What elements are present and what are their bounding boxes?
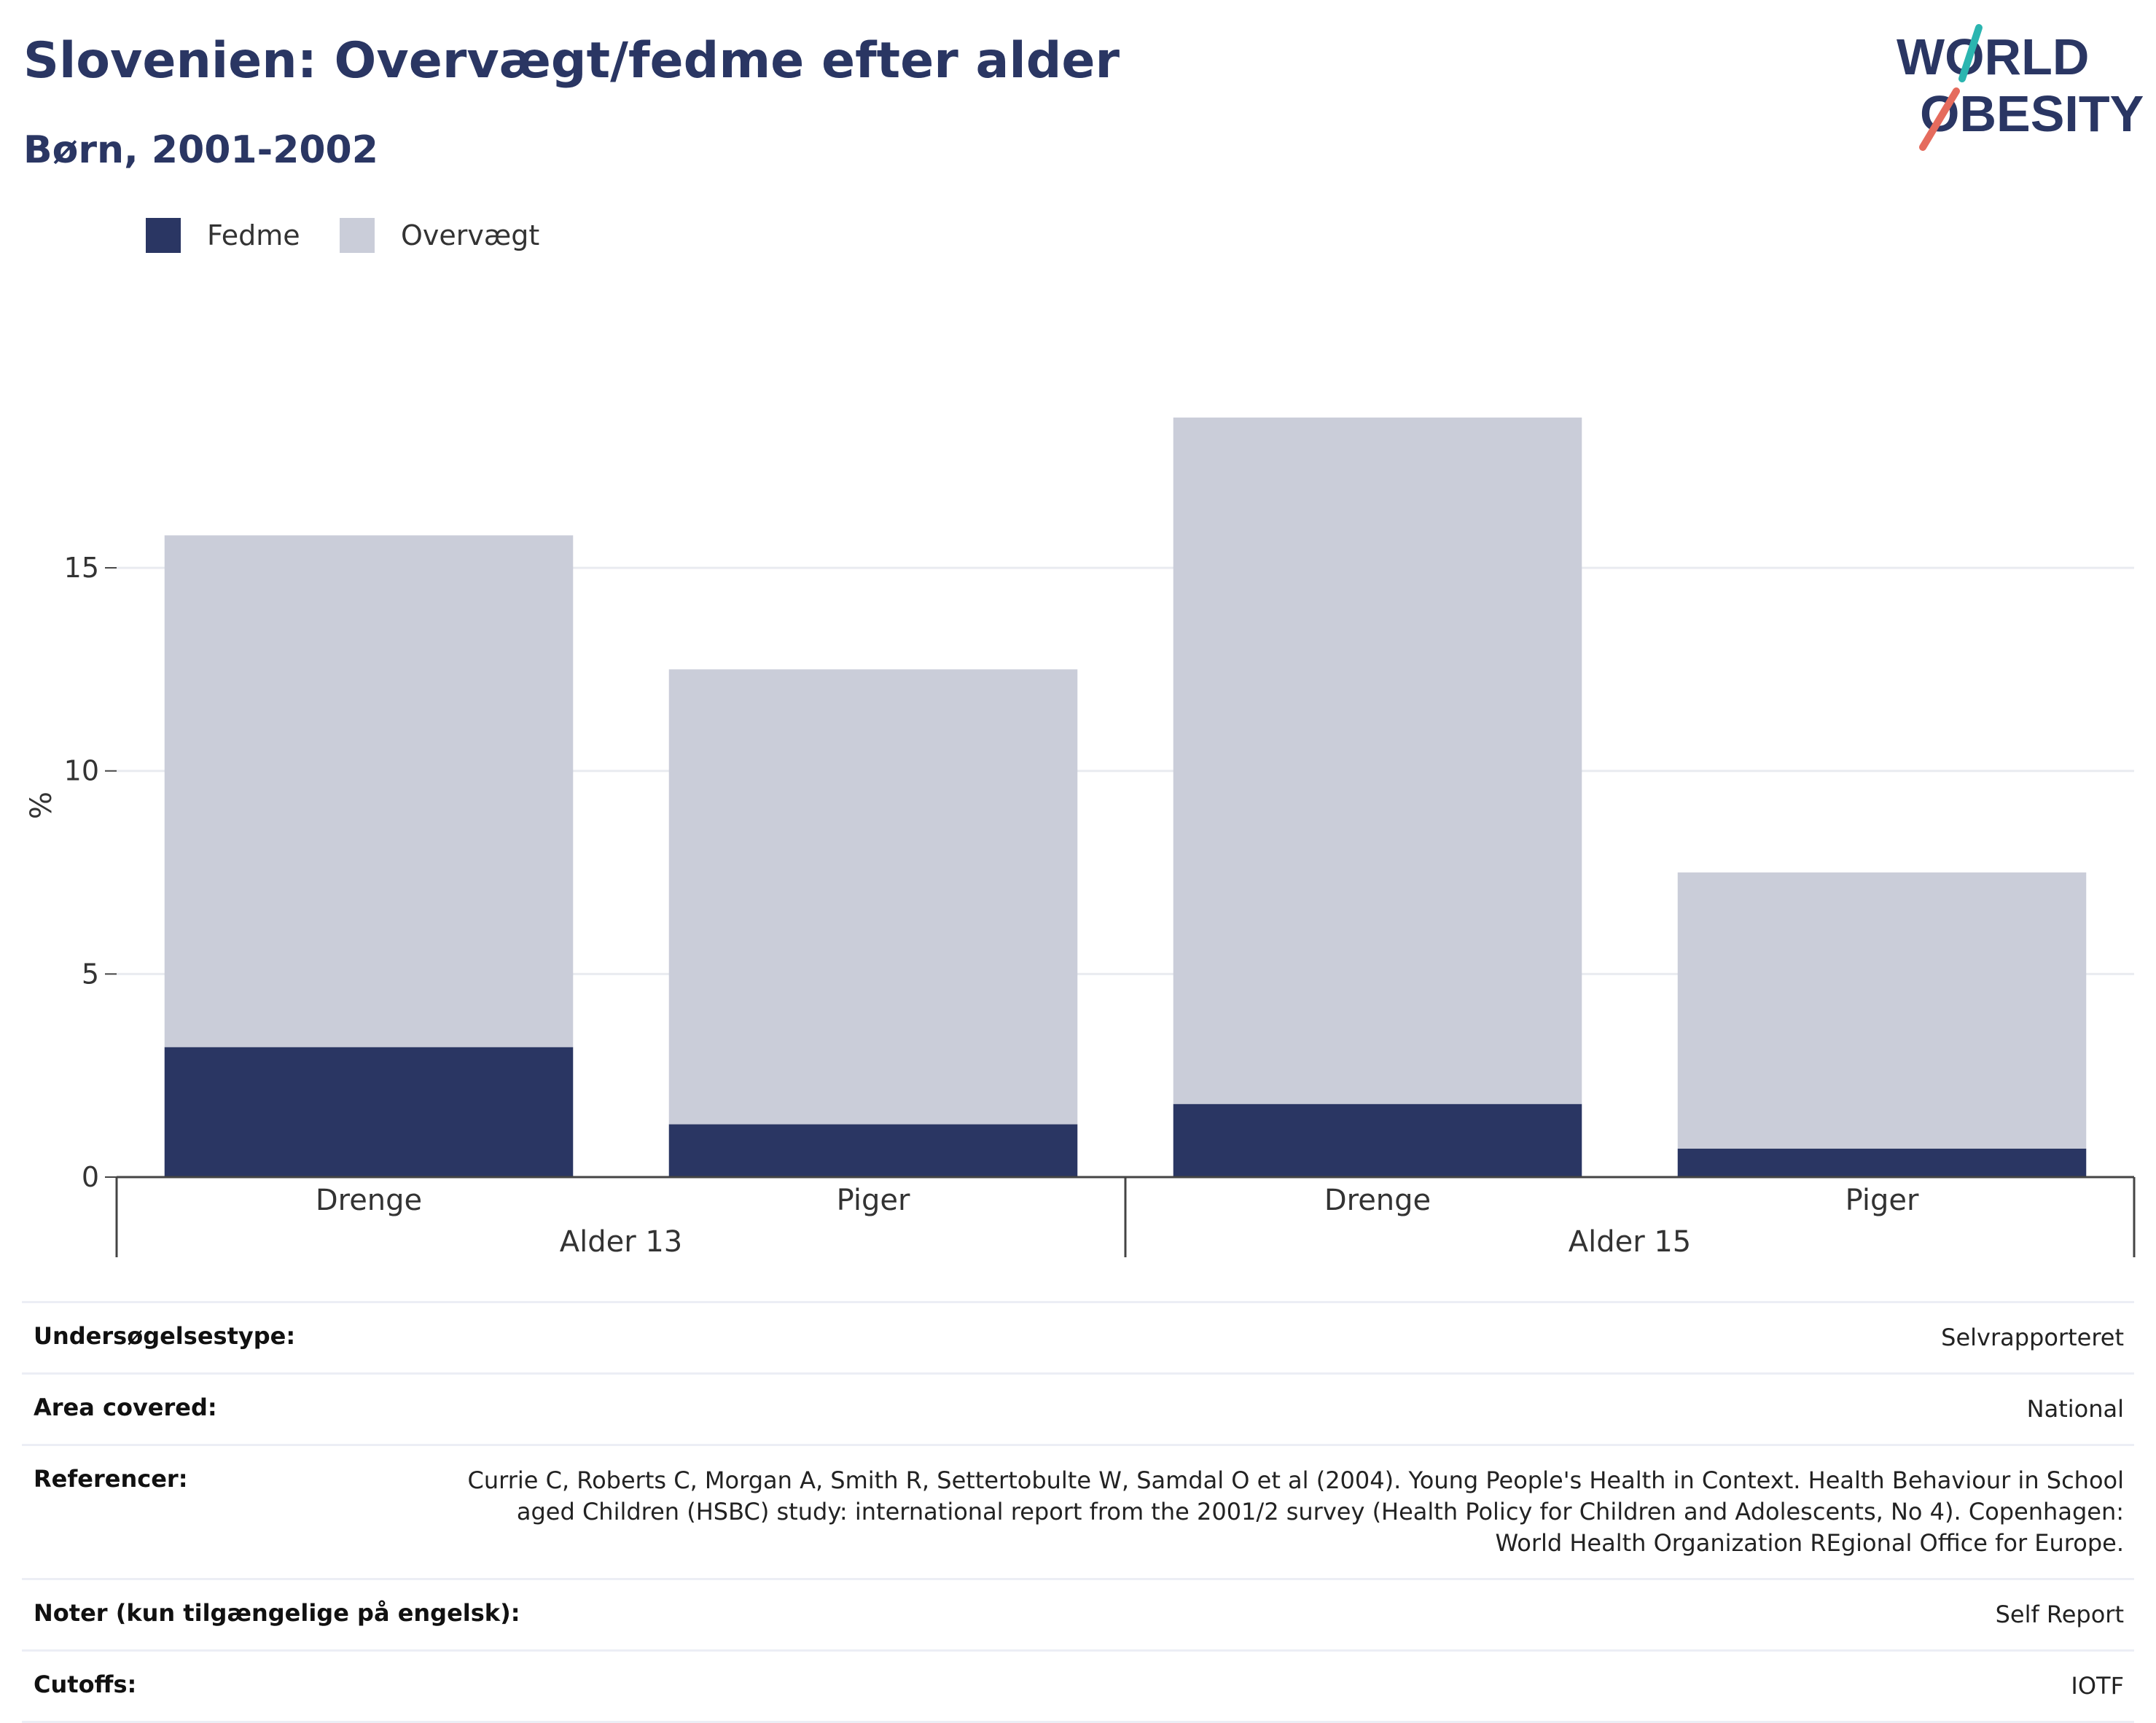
legend-item-overvaegt[interactable]: Overvægt — [340, 217, 539, 254]
info-value: National — [2026, 1395, 2124, 1423]
y-tick-label: 10 — [64, 755, 99, 787]
bar-chart: 0 5 10 15% Drenge Piger Drenge Piger Alder 13 Ald… — [25, 417, 2136, 1259]
info-value: IOTF — [2071, 1672, 2124, 1700]
info-row: Noter (kun tilgængelige på engelsk): Sel… — [22, 1578, 2134, 1649]
bar-overvgt — [164, 535, 574, 1047]
page-title: Slovenien: Overvægt/fedme efter alder — [23, 32, 1120, 90]
world-obesity-logo: WORLD OBESITY — [1897, 24, 2143, 151]
x-tick-label: Piger — [1846, 1184, 1919, 1217]
info-row: Area covered: National — [22, 1372, 2134, 1444]
x-tick-label: Piger — [837, 1184, 910, 1217]
y-tick-label: 15 — [64, 552, 99, 584]
page-subtitle: Børn, 2001-2002 — [23, 128, 378, 172]
legend-swatch-fedme — [146, 218, 181, 253]
bar-overvgt — [1173, 417, 1582, 1104]
bar-overvgt — [1677, 872, 2087, 1149]
x-tick-label: Drenge — [316, 1184, 422, 1217]
info-table: Undersøgelsestype: Selvrapporteret Area … — [22, 1301, 2134, 1723]
info-value: Currie C, Roberts C, Morgan A, Smith R, … — [467, 1466, 2124, 1557]
bar-fedme — [668, 1124, 1078, 1177]
info-label: Noter (kun tilgængelige på engelsk): — [34, 1599, 520, 1627]
info-row: Referencer: Currie C, Roberts C, Morgan … — [22, 1444, 2134, 1578]
x-group-label: Alder 15 — [1569, 1225, 1692, 1259]
y-tick-label: 0 — [82, 1161, 99, 1193]
bar-fedme — [1173, 1103, 1582, 1177]
info-row: Undersøgelsestype: Selvrapporteret — [22, 1301, 2134, 1372]
legend-label-overvaegt: Overvægt — [401, 219, 540, 251]
legend-item-fedme[interactable]: Fedme — [146, 217, 300, 254]
bar-overvgt — [668, 669, 1078, 1125]
info-label: Undersøgelsestype: — [34, 1322, 296, 1350]
legend-label-fedme: Fedme — [207, 219, 300, 251]
info-label: Referencer: — [34, 1465, 188, 1493]
info-value: Selvrapporteret — [1941, 1324, 2124, 1351]
x-group-label: Alder 13 — [560, 1225, 683, 1259]
info-label: Area covered: — [34, 1394, 217, 1421]
y-axis-label: % — [25, 792, 58, 819]
bar-fedme — [1677, 1148, 2087, 1177]
info-label: Cutoffs: — [34, 1671, 137, 1698]
legend-swatch-overvaegt — [340, 218, 375, 253]
info-row: Cutoffs: IOTF — [22, 1649, 2134, 1723]
bar-fedme — [164, 1047, 574, 1177]
info-value: Self Report — [1995, 1601, 2124, 1628]
logo-line1: WORLD — [1897, 28, 2089, 85]
x-tick-label: Drenge — [1324, 1184, 1431, 1217]
y-tick-label: 5 — [82, 958, 99, 990]
